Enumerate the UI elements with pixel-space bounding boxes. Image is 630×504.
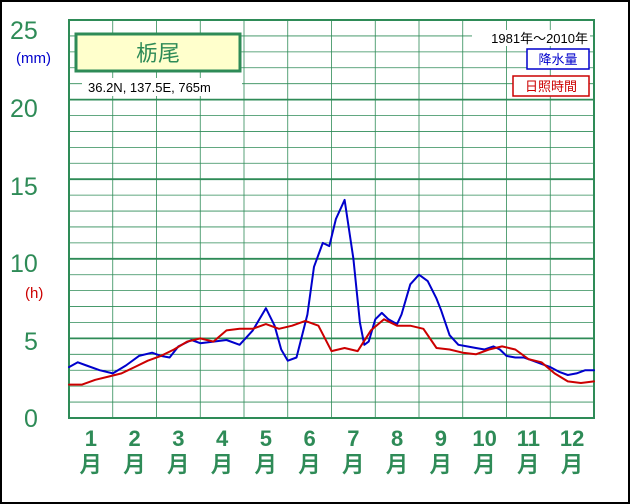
y-tick-5: 5 [24, 328, 38, 356]
station-location: 36.2N, 137.5E, 765m [88, 80, 211, 95]
series-group [68, 198, 595, 386]
legend-sunshine: 日照時間 [525, 79, 577, 94]
month-suffix: 月 [341, 452, 364, 477]
month-suffix: 月 [123, 452, 146, 477]
month-number: 10 [472, 426, 496, 451]
y-tick-10: 10 [10, 250, 38, 278]
y-axis-ticks: 0 5 10 15 20 25 [10, 17, 38, 433]
y-unit-sunshine: (h) [25, 285, 43, 302]
month-number: 2 [129, 426, 141, 451]
month-number: 1 [85, 426, 97, 451]
month-number: 8 [391, 426, 403, 451]
period-label: 1981年〜2010年 [491, 31, 588, 46]
month-number: 5 [260, 426, 272, 451]
legend-sunshine-box [512, 75, 590, 97]
month-suffix: 月 [210, 452, 233, 477]
y-tick-25: 25 [10, 17, 38, 45]
month-number: 3 [172, 426, 184, 451]
series-line-sunshine [68, 318, 595, 386]
month-number: 6 [304, 426, 316, 451]
month-suffix: 月 [560, 452, 583, 477]
month-suffix: 月 [254, 452, 277, 477]
month-suffix: 月 [166, 452, 189, 477]
month-number: 12 [560, 426, 584, 451]
plot-border [68, 19, 595, 419]
month-suffix: 月 [79, 452, 102, 477]
legend-precip-box [526, 48, 590, 70]
y-unit-precip: (mm) [16, 50, 51, 67]
legend-precip: 降水量 [538, 52, 577, 67]
y-tick-20: 20 [10, 95, 38, 123]
month-number: 4 [216, 426, 229, 451]
location-bg [82, 78, 242, 96]
month-suffix: 月 [516, 452, 539, 477]
period-bg [472, 30, 590, 46]
grid [68, 19, 595, 419]
y-tick-15: 15 [10, 173, 38, 201]
station-name: 栃尾 [136, 41, 180, 66]
y-tick-0: 0 [24, 405, 38, 433]
month-number: 9 [435, 426, 447, 451]
station-box [74, 32, 242, 73]
month-suffix: 月 [473, 452, 496, 477]
month-suffix: 月 [298, 452, 321, 477]
month-suffix: 月 [385, 452, 408, 477]
month-number: 11 [517, 426, 540, 451]
month-suffix: 月 [429, 452, 452, 477]
month-number: 7 [347, 426, 359, 451]
